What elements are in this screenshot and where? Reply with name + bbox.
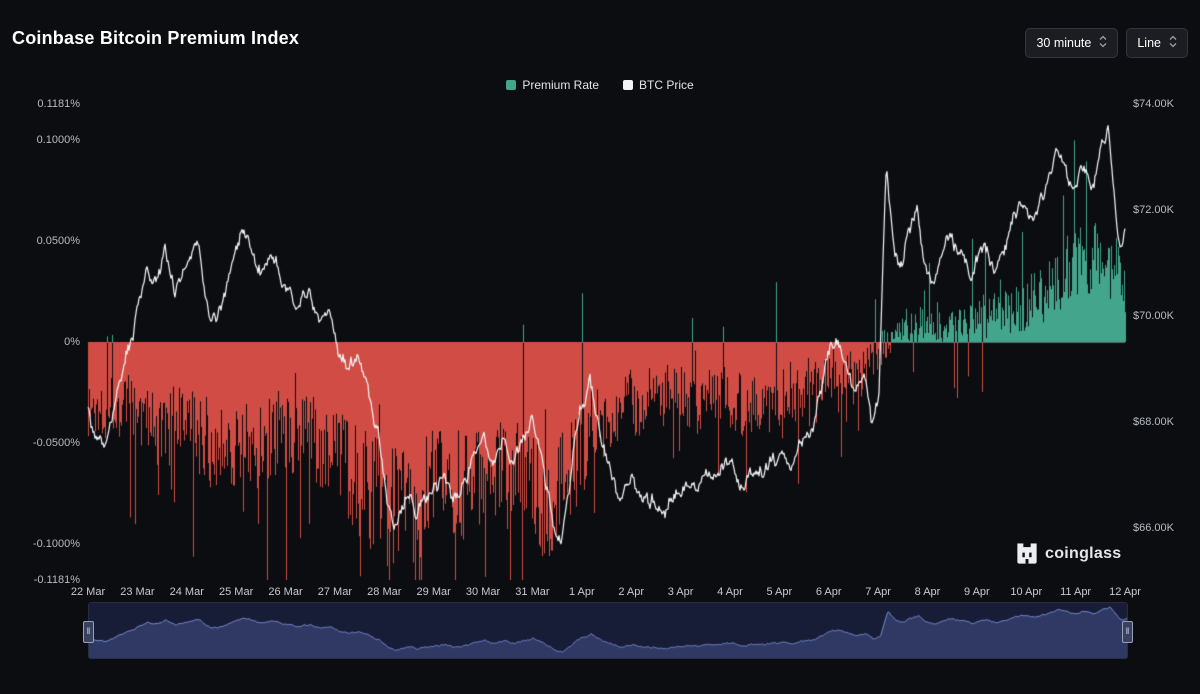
legend-label-premium-rate: Premium Rate	[522, 78, 599, 92]
interval-select[interactable]: 30 minute	[1025, 28, 1119, 58]
coinglass-bear-icon	[1017, 543, 1037, 564]
updown-chevrons-icon	[1099, 35, 1107, 51]
navigator-handle-right[interactable]: ‖	[1122, 620, 1133, 643]
interval-select-value: 30 minute	[1036, 36, 1092, 50]
legend-item-premium-rate[interactable]: Premium Rate	[506, 78, 599, 92]
navigator-handle-left[interactable]: ‖	[83, 620, 94, 643]
navigator-canvas[interactable]	[88, 602, 1128, 659]
chart-controls: 30 minute Line	[1025, 28, 1188, 58]
legend-item-btc-price[interactable]: BTC Price	[623, 78, 694, 92]
updown-chevrons-icon	[1169, 35, 1177, 51]
chart-type-select-value: Line	[1137, 36, 1161, 50]
coinglass-watermark: coinglass	[1016, 543, 1122, 565]
main-chart-canvas[interactable]	[0, 0, 1200, 600]
premium-rate-swatch	[506, 80, 517, 90]
legend: Premium Rate BTC Price	[0, 78, 1200, 92]
watermark-text: coinglass	[1045, 545, 1122, 562]
chart-type-select[interactable]: Line	[1126, 28, 1188, 58]
legend-label-btc-price: BTC Price	[639, 78, 694, 92]
navigator[interactable]: ‖ ‖	[83, 602, 1133, 659]
btc-price-swatch	[623, 80, 633, 90]
